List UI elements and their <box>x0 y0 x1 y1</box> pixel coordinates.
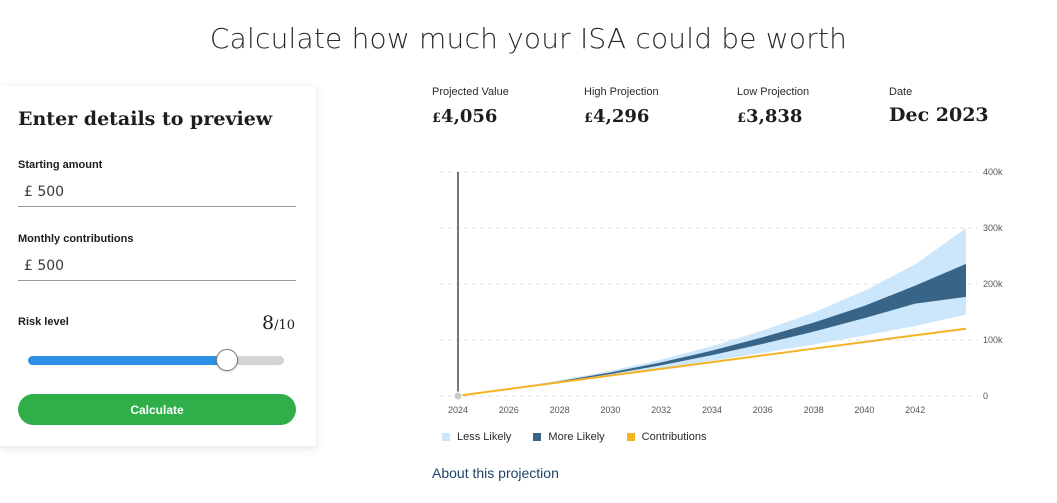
contributions-swatch <box>626 433 635 441</box>
y-tick-label: 300k <box>983 223 1003 233</box>
starting-amount-label: Starting amount <box>18 159 103 171</box>
projected-value-stat: Projected Value £4,056 <box>432 86 509 127</box>
form-title: Enter details to preview <box>18 108 273 130</box>
x-tick-label: 2028 <box>550 405 570 415</box>
calculate-button[interactable]: Calculate <box>18 394 296 425</box>
date-marker-dot <box>453 391 463 401</box>
x-tick-label: 2040 <box>854 405 874 415</box>
high-projection-label: High Projection <box>584 86 659 98</box>
high-projection-currency: £ <box>584 111 594 126</box>
risk-slider-fill <box>28 356 228 365</box>
x-tick-label: 2032 <box>651 405 671 415</box>
high-projection-stat: High Projection £4,296 <box>584 86 659 127</box>
date-value: Dec 2023 <box>889 104 989 126</box>
x-tick-label: 2026 <box>499 405 519 415</box>
high-projection-amount: £4,296 <box>584 106 659 127</box>
legend-item-more-likely: More Likely <box>533 431 605 443</box>
monthly-contributions-label: Monthly contributions <box>18 233 134 245</box>
y-tick-label: 0 <box>983 391 988 401</box>
isa-details-form: Enter details to preview Starting amount… <box>0 86 316 446</box>
monthly-contributions-input[interactable] <box>18 251 296 281</box>
low-projection-currency: £ <box>737 111 747 126</box>
low-projection-label: Low Projection <box>737 86 810 98</box>
x-tick-label: 2024 <box>448 405 468 415</box>
legend-item-contributions: Contributions <box>626 431 707 443</box>
less-likely-label: Less Likely <box>457 431 512 443</box>
x-tick-label: 2036 <box>753 405 773 415</box>
chart-legend: Less Likely More Likely Contributions <box>442 431 729 443</box>
x-tick-label: 2030 <box>600 405 620 415</box>
date-label: Date <box>889 86 913 98</box>
legend-item-less-likely: Less Likely <box>442 431 511 443</box>
risk-slider-thumb[interactable] <box>216 349 239 371</box>
low-projection-amount: £3,838 <box>737 106 809 127</box>
high-projection-number: 4,296 <box>593 106 650 127</box>
less-likely-swatch <box>442 433 450 441</box>
contributions-line <box>457 327 967 397</box>
page-title: Calculate how much your ISA could be wor… <box>209 22 848 55</box>
risk-level-label: Risk level <box>18 316 69 328</box>
x-tick-label: 2038 <box>804 405 824 415</box>
projection-chart: 0 100k 200k 300k 400k 2024 2026 2028 2030 2032 203… <box>440 167 1003 415</box>
contributions-label: Contributions <box>641 431 707 443</box>
less-likely-band <box>458 228 966 396</box>
date-stat: Date Dec 2023 <box>889 86 989 126</box>
about-projection-link[interactable]: About this projection <box>432 465 559 481</box>
y-tick-label: 100k <box>983 335 1003 345</box>
projected-value-number: 4,056 <box>441 106 498 127</box>
risk-level-max: /10 <box>274 318 295 333</box>
x-tick-label: 2042 <box>905 405 925 415</box>
projected-value-currency: £ <box>432 111 442 126</box>
projected-value-amount: £4,056 <box>432 106 509 127</box>
starting-amount-input[interactable] <box>18 177 296 207</box>
risk-slider[interactable] <box>28 349 284 371</box>
x-tick-label: 2034 <box>702 405 722 415</box>
y-tick-label: 200k <box>983 279 1003 289</box>
projected-value-label: Projected Value <box>432 86 509 98</box>
low-projection-number: 3,838 <box>746 106 803 127</box>
risk-level-value: 8/10 <box>262 312 295 334</box>
risk-level-number: 8 <box>261 312 275 334</box>
y-tick-label: 400k <box>983 167 1003 177</box>
more-likely-swatch <box>533 433 542 441</box>
more-likely-label: More Likely <box>548 431 605 443</box>
low-projection-stat: Low Projection £3,838 <box>737 86 809 127</box>
